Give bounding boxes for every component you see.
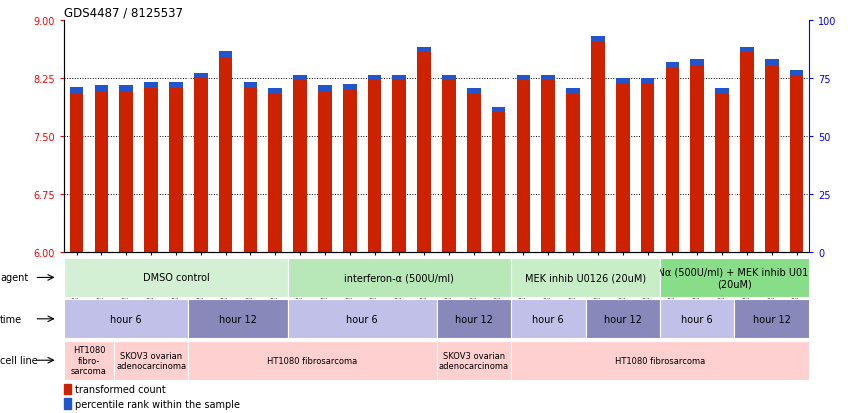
Bar [542, 81, 555, 252]
Bar [765, 60, 778, 65]
Bar [641, 84, 654, 252]
Text: hour 12: hour 12 [752, 314, 791, 324]
Bar [393, 81, 406, 252]
Bar [269, 89, 282, 95]
Bar [343, 85, 356, 90]
Text: IFNα (500U/ml) + MEK inhib U0126
(20uM): IFNα (500U/ml) + MEK inhib U0126 (20uM) [649, 267, 820, 289]
Bar [418, 53, 431, 252]
Bar [194, 79, 207, 252]
Bar [368, 76, 381, 81]
Text: HT1080 fibrosarcoma: HT1080 fibrosarcoma [267, 356, 358, 365]
Text: MEK inhib U0126 (20uM): MEK inhib U0126 (20uM) [525, 273, 646, 283]
Text: hour 6: hour 6 [347, 314, 377, 324]
Text: interferon-α (500U/ml): interferon-α (500U/ml) [344, 273, 455, 283]
Bar [368, 81, 381, 252]
Bar [418, 47, 431, 53]
Text: GDS4487 / 8125537: GDS4487 / 8125537 [64, 6, 183, 19]
Text: time: time [0, 314, 22, 324]
Text: percentile rank within the sample: percentile rank within the sample [74, 399, 240, 409]
Bar [616, 78, 629, 84]
Bar [666, 69, 679, 252]
Bar [467, 89, 480, 95]
Text: hour 12: hour 12 [455, 314, 493, 324]
Bar [443, 81, 455, 252]
Bar [169, 83, 182, 88]
Bar [194, 74, 207, 79]
Bar [244, 83, 257, 88]
Bar [492, 108, 505, 113]
Bar [790, 76, 803, 252]
Text: hour 6: hour 6 [110, 314, 142, 324]
Text: SKOV3 ovarian
adenocarcinoma: SKOV3 ovarian adenocarcinoma [116, 351, 186, 370]
Bar [641, 78, 654, 84]
Bar [517, 76, 530, 81]
Text: hour 12: hour 12 [603, 314, 642, 324]
Bar [393, 76, 406, 81]
Bar [740, 47, 753, 53]
Bar [120, 86, 133, 92]
Bar [666, 63, 679, 69]
Text: SKOV3 ovarian
adenocarcinoma: SKOV3 ovarian adenocarcinoma [439, 351, 508, 370]
Bar [716, 89, 728, 95]
Bar [542, 76, 555, 81]
Bar [616, 84, 629, 252]
Bar [591, 37, 604, 42]
Bar [318, 86, 331, 92]
Bar [740, 53, 753, 252]
Bar [95, 92, 108, 252]
Bar [64, 384, 71, 394]
Text: hour 6: hour 6 [681, 314, 713, 324]
Text: HT1080
fibro-
sarcoma: HT1080 fibro- sarcoma [71, 346, 107, 375]
Text: hour 12: hour 12 [219, 314, 257, 324]
Text: cell line: cell line [0, 355, 38, 366]
Bar [467, 95, 480, 252]
Bar [95, 86, 108, 92]
Bar [567, 89, 580, 95]
Bar [567, 95, 580, 252]
Bar [343, 90, 356, 252]
Bar [219, 52, 232, 58]
Bar [219, 58, 232, 252]
Bar [145, 88, 158, 252]
Bar [269, 95, 282, 252]
Bar [294, 76, 306, 81]
Bar [318, 92, 331, 252]
Bar [145, 83, 158, 88]
Bar [716, 95, 728, 252]
Bar [64, 399, 71, 408]
Text: DMSO control: DMSO control [143, 273, 209, 283]
Bar [169, 88, 182, 252]
Bar [443, 76, 455, 81]
Bar [591, 42, 604, 252]
Bar [790, 71, 803, 76]
Bar [691, 65, 704, 252]
Bar [70, 88, 83, 94]
Bar [492, 113, 505, 252]
Text: HT1080 fibrosarcoma: HT1080 fibrosarcoma [615, 356, 705, 365]
Text: hour 6: hour 6 [532, 314, 564, 324]
Text: transformed count: transformed count [74, 384, 165, 394]
Bar [294, 81, 306, 252]
Bar [765, 65, 778, 252]
Bar [517, 81, 530, 252]
Bar [244, 88, 257, 252]
Bar [691, 60, 704, 65]
Bar [70, 94, 83, 252]
Bar [120, 92, 133, 252]
Text: agent: agent [0, 273, 28, 283]
